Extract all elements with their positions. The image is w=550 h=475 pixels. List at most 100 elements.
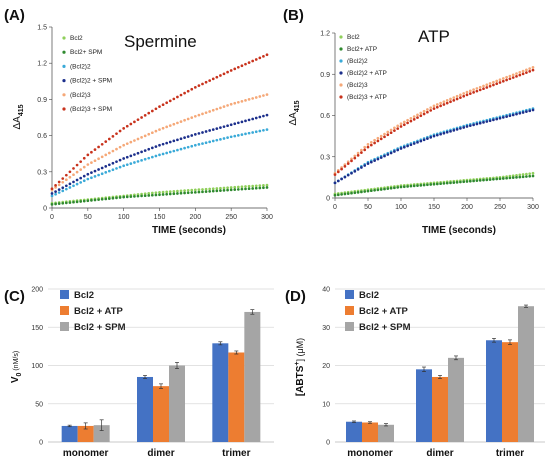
data-point <box>147 194 151 197</box>
data-point <box>168 150 172 154</box>
data-point <box>498 177 502 181</box>
data-point <box>150 109 154 113</box>
data-point <box>340 167 343 171</box>
data-point <box>118 196 122 199</box>
data-point <box>226 188 229 192</box>
data-point <box>505 176 508 180</box>
data-point <box>445 181 449 185</box>
series-3 <box>50 128 269 198</box>
data-point <box>215 107 219 111</box>
bar <box>169 365 185 442</box>
data-point <box>226 136 229 140</box>
data-point <box>122 157 126 160</box>
data-point <box>215 189 219 193</box>
data-point <box>140 158 143 162</box>
data-point <box>386 153 390 156</box>
data-point <box>366 189 370 193</box>
data-point <box>482 178 485 182</box>
data-point <box>343 165 347 168</box>
data-point <box>432 107 436 110</box>
data-point <box>57 202 61 206</box>
data-point <box>193 190 197 194</box>
data-point <box>240 187 244 191</box>
data-point <box>501 77 505 80</box>
data-point <box>168 124 172 127</box>
data-point <box>72 200 75 204</box>
data-point <box>100 197 104 201</box>
data-point <box>262 54 265 58</box>
data-point <box>179 137 183 141</box>
data-point <box>82 179 86 183</box>
series-4 <box>50 113 269 195</box>
data-point <box>336 193 340 197</box>
data-point <box>251 131 255 134</box>
data-point <box>521 72 525 76</box>
data-point <box>515 72 518 75</box>
data-point <box>97 198 100 202</box>
data-point <box>419 114 423 118</box>
data-point <box>50 194 54 198</box>
data-point <box>449 100 452 104</box>
data-point <box>353 191 357 195</box>
data-point <box>459 127 462 130</box>
data-point <box>488 119 492 123</box>
data-point <box>409 117 413 120</box>
data-point <box>465 90 469 94</box>
data-point <box>136 194 140 198</box>
data-point <box>488 84 492 88</box>
data-point <box>215 75 219 79</box>
data-point <box>383 135 386 139</box>
legend-label: Bcl2 + ATP <box>359 306 408 317</box>
data-point <box>154 129 158 133</box>
data-point <box>265 128 269 131</box>
data-point <box>254 186 258 190</box>
data-point <box>201 82 204 86</box>
legend-label: Bcl2 + SPM <box>74 322 126 333</box>
data-point <box>229 123 233 127</box>
x-tick-label: 150 <box>428 204 440 211</box>
data-point <box>412 118 416 121</box>
data-point <box>452 96 456 99</box>
data-point <box>472 91 475 94</box>
data-point <box>452 181 456 184</box>
data-point <box>393 129 396 132</box>
data-point <box>226 124 229 128</box>
data-point <box>222 105 226 108</box>
legend-label: (Bcl2)3 <box>347 82 368 89</box>
panel-4: (D) 0 10 20 30 40 monomer dimer trimer Bcl2 Bcl2 +… <box>285 287 545 459</box>
data-point <box>247 184 251 188</box>
data-point <box>258 129 262 133</box>
data-point <box>104 140 108 143</box>
legend-marker <box>339 71 343 75</box>
data-point <box>376 188 380 192</box>
data-point <box>97 157 100 161</box>
legend-label: (Bcl2)3 + SPM <box>70 106 112 113</box>
data-point <box>508 114 512 118</box>
panel-2: (B) 0 0.3 0.6 0.9 1.2 0 50 100 150 200 250 300 ATP Bcl… <box>283 7 539 236</box>
data-point <box>406 144 409 148</box>
y-axis-label-sub: 415 <box>18 104 25 116</box>
y-axis-label-main: V <box>10 376 21 383</box>
data-point <box>393 186 396 190</box>
data-point <box>244 185 247 188</box>
data-point <box>68 201 72 204</box>
data-point <box>511 76 515 79</box>
data-point <box>485 86 489 89</box>
data-point <box>511 73 515 77</box>
data-point <box>133 120 136 124</box>
y-tick-label: 0.3 <box>37 169 47 176</box>
data-point <box>244 119 247 123</box>
legend-marker <box>62 107 66 111</box>
y-tick-label: 30 <box>322 325 330 332</box>
data-point <box>215 187 219 190</box>
data-point <box>118 165 122 169</box>
data-point <box>492 177 495 181</box>
data-point <box>158 128 161 131</box>
data-point <box>176 192 179 195</box>
data-point <box>455 97 459 101</box>
data-point <box>254 96 258 99</box>
legend-marker <box>62 79 66 83</box>
data-point <box>482 121 485 124</box>
data-point <box>115 147 118 151</box>
data-point <box>193 85 197 89</box>
